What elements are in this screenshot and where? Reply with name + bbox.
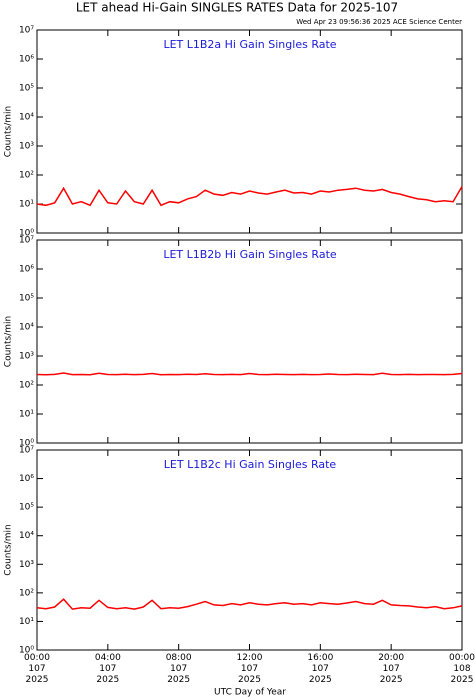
y-tick-label: 10¹: [19, 617, 34, 627]
y-axis-label: Counts/min: [4, 106, 14, 157]
plot-frame: [36, 239, 463, 444]
data-line: [36, 186, 463, 207]
y-tick-label: 10⁶: [19, 265, 34, 275]
y-axis-label: Counts/min: [4, 524, 14, 575]
x-axis-label: UTC Day of Year: [214, 688, 286, 698]
x-tick-label: 04:00 107 2025: [95, 653, 121, 685]
y-tick-label: 10¹: [19, 410, 34, 420]
y-tick-label: 10⁷: [19, 446, 34, 456]
y-tick-label: 10²: [19, 588, 34, 598]
x-tick-label: 00:00 108 2025: [449, 653, 475, 685]
y-tick-label: 10⁵: [19, 294, 34, 304]
plot-frame: [36, 449, 463, 651]
y-tick-label: 10⁵: [19, 503, 34, 513]
y-tick-label: 10³: [19, 142, 34, 152]
y-tick-label: 10⁰: [19, 646, 34, 656]
y-tick-label: 10³: [19, 352, 34, 362]
y-tick-label: 10⁶: [19, 474, 34, 484]
y-tick-label: 10³: [19, 560, 34, 570]
data-line: [36, 372, 463, 376]
y-tick-label: 10⁰: [19, 439, 34, 449]
y-tick-label: 10⁴: [19, 323, 34, 333]
x-tick-label: 08:00 107 2025: [166, 653, 192, 685]
y-tick-label: 10⁴: [19, 113, 34, 123]
y-tick-label: 10²: [19, 171, 34, 181]
plot-frame: [36, 29, 463, 234]
y-tick-label: 10⁷: [19, 26, 34, 36]
panel-title: LET L1B2a Hi Gain Singles Rate: [163, 38, 336, 51]
x-tick-label: 00:00 107 2025: [24, 653, 50, 685]
x-tick-label: 20:00 107 2025: [378, 653, 404, 685]
y-tick-label: 10²: [19, 381, 34, 391]
y-tick-label: 10⁰: [19, 229, 34, 239]
panel-title: LET L1B2b Hi Gain Singles Rate: [163, 248, 337, 261]
y-tick-label: 10⁵: [19, 84, 34, 94]
y-tick-label: 10⁶: [19, 55, 34, 65]
data-line: [36, 598, 463, 610]
page-title: LET ahead Hi-Gain SINGLES RATES Data for…: [76, 1, 398, 15]
y-tick-label: 10⁷: [19, 236, 34, 246]
timestamp: Wed Apr 23 09:56:36 2025 ACE Science Cen…: [296, 18, 462, 26]
y-tick-label: 10⁴: [19, 531, 34, 541]
x-tick-label: 16:00 107 2025: [307, 653, 333, 685]
y-axis-label: Counts/min: [4, 316, 14, 367]
panel-title: LET L1B2c Hi Gain Singles Rate: [164, 458, 337, 471]
y-tick-label: 10¹: [19, 200, 34, 210]
x-tick-label: 12:00 107 2025: [237, 653, 263, 685]
